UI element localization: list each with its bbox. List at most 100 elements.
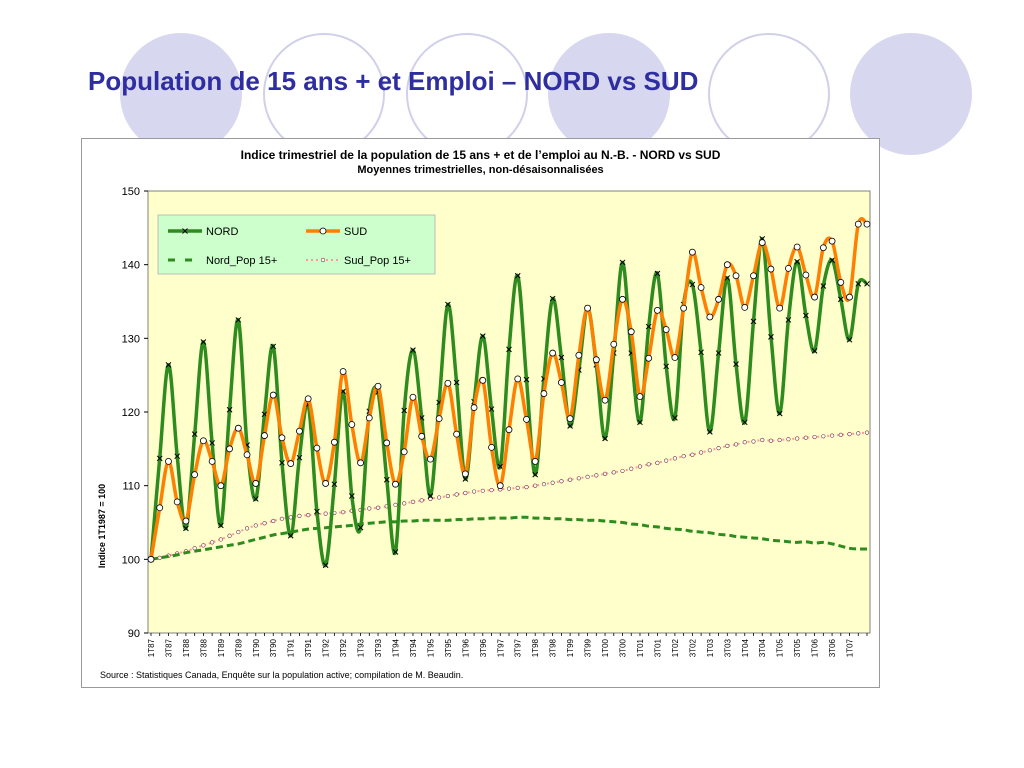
data-point: [410, 499, 416, 504]
data-point: [147, 555, 155, 563]
data-point: [671, 354, 679, 361]
data-point: [637, 464, 643, 469]
data-point: [488, 443, 495, 451]
data-point: [541, 482, 547, 487]
data-point: [506, 346, 512, 353]
x-tick-label: 1T88: [182, 638, 191, 657]
x-tick-label: 3T05: [793, 638, 802, 657]
data-point: [306, 513, 311, 518]
data-point: [594, 473, 599, 478]
data-point: [795, 436, 800, 441]
data-point: [698, 349, 704, 356]
legend-box: [157, 214, 436, 275]
data-point: [409, 393, 417, 401]
data-point: [690, 452, 695, 457]
x-tick-label: 3T96: [479, 638, 488, 657]
data-point: [383, 439, 391, 447]
data-point: [584, 304, 591, 312]
x-tick-label: 3T04: [758, 638, 767, 657]
data-point: [462, 476, 469, 482]
data-point: [348, 421, 356, 428]
data-point: [820, 283, 827, 289]
data-point: [244, 526, 250, 531]
data-point: [348, 493, 355, 499]
data-point: [314, 508, 320, 515]
data-point: [234, 424, 242, 432]
data-point: [357, 459, 364, 467]
data-point: [365, 414, 373, 422]
data-point: [672, 415, 678, 421]
data-point: [270, 343, 277, 350]
data-point: [601, 396, 609, 404]
x-tick-label: 3T94: [409, 638, 418, 657]
data-point: [419, 498, 424, 503]
x-tick-label: 1T04: [741, 638, 750, 657]
data-point: [330, 438, 338, 446]
data-point: [846, 293, 853, 301]
data-point: [392, 480, 399, 488]
data-point: [760, 437, 765, 443]
data-point: [523, 415, 530, 423]
data-point: [279, 516, 285, 521]
line-chart: 90 100 110 120 130 140 150 1T87 3T87 1T88 3T88 1T89…: [97, 186, 871, 657]
data-point: [576, 476, 581, 481]
data-point: [854, 220, 862, 228]
decorative-circle-3: [850, 33, 972, 155]
data-point: [723, 261, 731, 269]
data-point: [506, 486, 512, 491]
y-tick-label: 120: [122, 407, 140, 419]
x-tick-label: 1T89: [217, 638, 226, 657]
series-nord-pop-15: [150, 515, 868, 561]
data-point: [313, 444, 321, 452]
data-point: [733, 442, 739, 447]
data-point: [271, 518, 276, 524]
data-point: [828, 237, 836, 245]
data-point: [819, 244, 827, 252]
data-point: [811, 348, 818, 354]
series-line-nord-pop-15: [150, 515, 868, 561]
data-point: [812, 434, 817, 440]
data-point: [829, 257, 835, 264]
data-point: [559, 479, 564, 484]
legend-label: Nord_Pop 15+: [206, 255, 277, 267]
y-tick-label: 140: [122, 260, 140, 272]
data-point: [777, 437, 782, 443]
data-point: [445, 301, 451, 308]
data-point: [654, 306, 661, 314]
data-point: [515, 485, 520, 490]
data-point: [444, 379, 452, 387]
data-point: [288, 515, 293, 520]
x-tick-label: 3T97: [514, 638, 523, 657]
data-point: [855, 280, 862, 287]
x-tick-label: 3T91: [304, 638, 313, 657]
data-point: [304, 395, 312, 403]
x-tick-label: 3T99: [584, 638, 593, 657]
data-point: [252, 496, 259, 502]
data-point: [427, 455, 434, 463]
data-point: [732, 272, 740, 280]
data-point: [445, 493, 450, 499]
data-point: [785, 264, 792, 272]
data-point: [776, 304, 784, 312]
data-point: [218, 537, 223, 542]
data-point: [645, 323, 652, 330]
data-point: [296, 454, 303, 461]
data-point: [567, 423, 573, 429]
data-point: [664, 458, 669, 463]
data-point: [646, 462, 651, 467]
data-point: [208, 457, 216, 465]
data-point: [279, 459, 285, 466]
data-point: [156, 504, 164, 512]
data-point: [339, 368, 347, 375]
data-point: [558, 354, 565, 361]
data-point: [514, 375, 522, 383]
x-tick-label: 3T03: [723, 638, 732, 657]
data-point: [610, 340, 618, 348]
x-tick-label: 1T94: [391, 638, 400, 657]
data-point: [461, 470, 469, 478]
y-tick-label: 150: [122, 186, 140, 198]
data-point: [375, 505, 381, 510]
data-point: [383, 476, 390, 483]
data-point: [453, 430, 461, 438]
data-point: [741, 303, 749, 311]
